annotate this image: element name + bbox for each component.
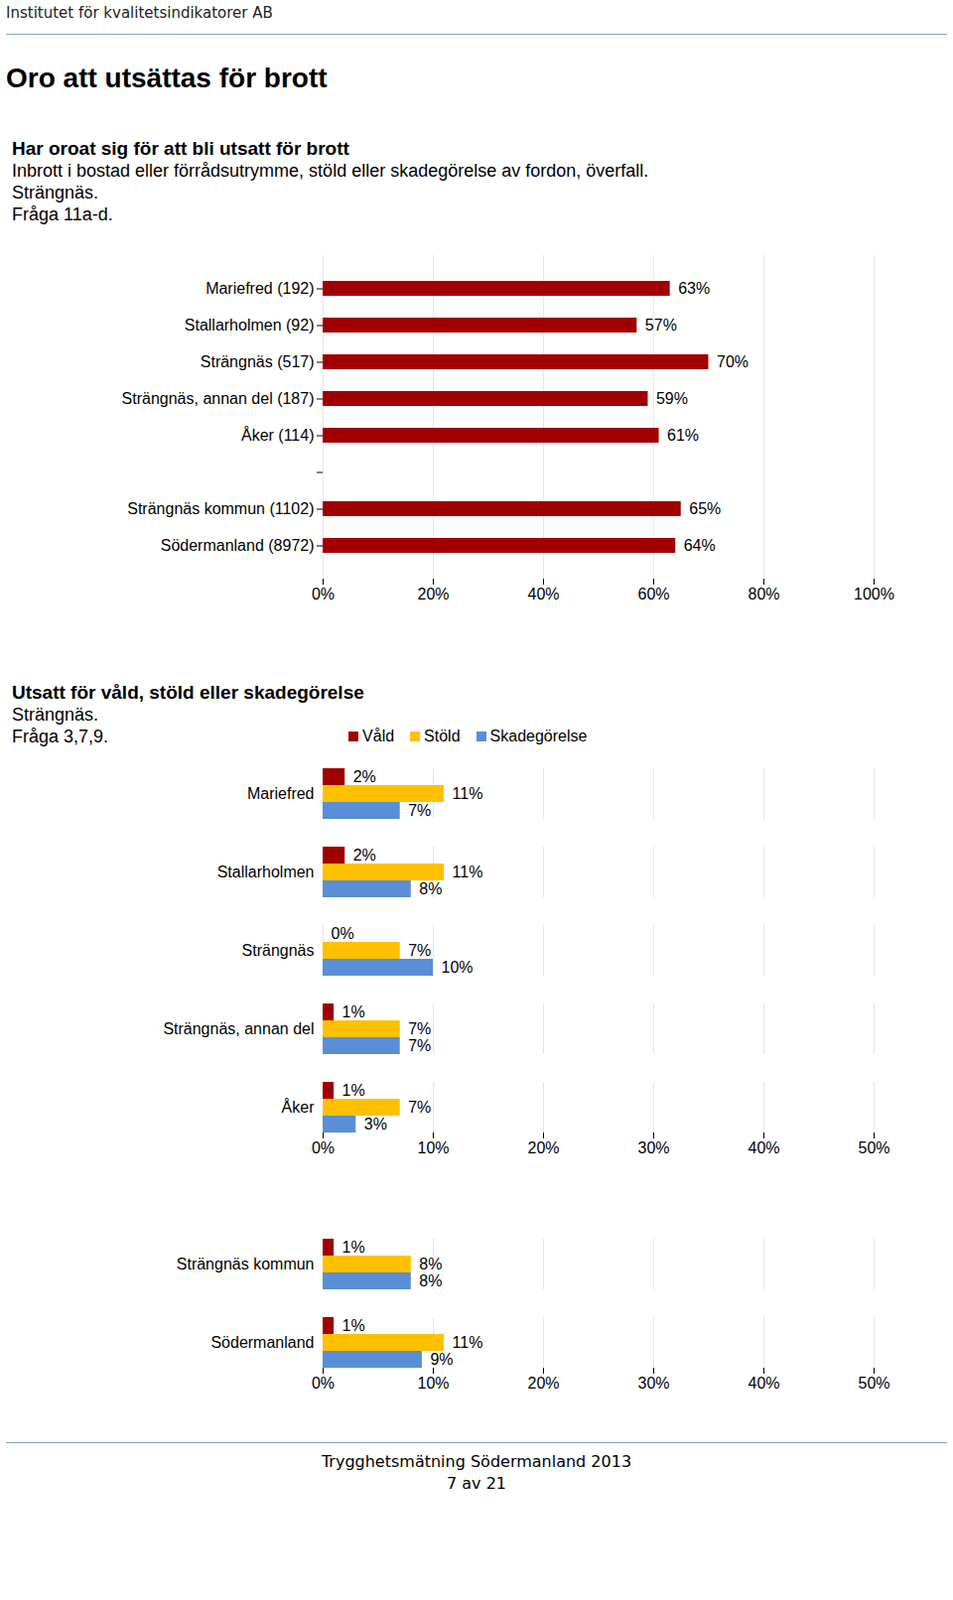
html-text:Fråga 3,7,9.: Fråga 3,7,9.	[11, 726, 109, 747]
html-text:Inbrott i bostad eller förråds: Inbrott i bostad eller förrådsutrymme, s…	[11, 160, 649, 181]
svg-text:7%: 7%	[408, 1037, 431, 1055]
svg-text:0%: 0%	[311, 585, 335, 603]
svg-text:20%: 20%	[527, 1139, 559, 1157]
svg-text:70%: 70%	[716, 353, 749, 371]
svg-text:8%: 8%	[418, 880, 442, 898]
svg-text:Strängnäs (517): Strängnäs (517)	[200, 353, 315, 371]
svg-text:40%: 40%	[747, 1139, 780, 1157]
html-text:Strängnäs.: Strängnäs.	[11, 704, 99, 725]
svg-text:Stallarholmen (92): Stallarholmen (92)	[184, 316, 315, 334]
svg-text:Strängnäs: Strängnäs	[242, 942, 315, 959]
svg-text:2%: 2%	[353, 846, 377, 864]
svg-text:1%: 1%	[342, 1003, 366, 1021]
svg-text:Södermanland: Södermanland	[210, 1334, 314, 1352]
svg-text:2%: 2%	[353, 768, 377, 786]
svg-text:Strängnäs, annan del (187): Strängnäs, annan del (187)	[122, 390, 315, 408]
svg-text:9%: 9%	[429, 1351, 453, 1368]
svg-text:20%: 20%	[416, 585, 449, 603]
svg-text:30%: 30%	[637, 1139, 670, 1157]
html-text:7 av 21: 7 av 21	[446, 1474, 507, 1494]
svg-text:80%: 80%	[747, 585, 780, 603]
svg-text:Stallarholmen: Stallarholmen	[217, 863, 315, 881]
svg-text:0%: 0%	[331, 925, 355, 943]
svg-text:60%: 60%	[637, 585, 670, 603]
svg-text:Mariefred (192): Mariefred (192)	[205, 279, 314, 297]
svg-text:0%: 0%	[311, 1374, 335, 1392]
svg-text:1%: 1%	[342, 1238, 366, 1256]
svg-text:7%: 7%	[408, 942, 431, 959]
svg-text:7%: 7%	[408, 1020, 431, 1038]
svg-text:8%: 8%	[418, 1255, 442, 1273]
html-text:Stöld: Stöld	[423, 727, 461, 745]
svg-text:1%: 1%	[342, 1317, 366, 1335]
svg-text:Strängnäs kommun (1102): Strängnäs kommun (1102)	[127, 500, 314, 518]
svg-text:0%: 0%	[311, 1139, 335, 1157]
svg-text:63%: 63%	[678, 279, 710, 297]
svg-text:Mariefred: Mariefred	[247, 785, 315, 803]
svg-text:Södermanland (8972): Södermanland (8972)	[160, 537, 315, 554]
svg-text:Strängnäs, annan del: Strängnäs, annan del	[162, 1020, 314, 1038]
svg-text:40%: 40%	[747, 1374, 780, 1392]
svg-text:1%: 1%	[342, 1082, 366, 1099]
svg-text:11%: 11%	[452, 863, 484, 881]
svg-text:Åker (114): Åker (114)	[241, 425, 315, 444]
svg-text:10%: 10%	[416, 1374, 449, 1392]
html-text:Fråga 11a-d.: Fråga 11a-d.	[11, 204, 113, 225]
svg-text:50%: 50%	[857, 1139, 890, 1157]
svg-text:61%: 61%	[667, 426, 699, 444]
svg-text:11%: 11%	[452, 1334, 484, 1352]
html-text:Våld: Våld	[362, 727, 395, 745]
svg-text:40%: 40%	[527, 585, 559, 603]
svg-text:64%: 64%	[683, 537, 716, 554]
svg-text:10%: 10%	[441, 958, 474, 976]
svg-text:65%: 65%	[688, 500, 721, 518]
svg-text:3%: 3%	[364, 1115, 388, 1133]
svg-text:7%: 7%	[408, 1098, 431, 1116]
html-text:Utsatt för våld, stöld eller s: Utsatt för våld, stöld eller skadegörels…	[11, 681, 365, 703]
svg-text:11%: 11%	[452, 785, 484, 803]
svg-text:59%: 59%	[656, 390, 688, 408]
svg-text:7%: 7%	[408, 802, 431, 819]
html-text:Har oroat sig för att bli utsa: Har oroat sig för att bli utsatt för bro…	[11, 137, 350, 159]
svg-text:30%: 30%	[637, 1374, 670, 1392]
svg-text:8%: 8%	[418, 1272, 442, 1290]
html-text:Oro att utsättas för brott: Oro att utsättas för brott	[5, 62, 328, 94]
html-text:Institutet för kvalitetsindika: Institutet för kvalitetsindikatorer AB	[5, 3, 273, 22]
html-text:Skadegörelse: Skadegörelse	[490, 727, 588, 745]
svg-text:10%: 10%	[416, 1139, 449, 1157]
html-text:Strängnäs.: Strängnäs.	[11, 182, 99, 203]
svg-text:Åker: Åker	[281, 1097, 316, 1116]
html-text:Trygghetsmätning Södermanland: Trygghetsmätning Södermanland 2013	[321, 1452, 632, 1472]
svg-text:20%: 20%	[527, 1374, 559, 1392]
svg-text:50%: 50%	[857, 1374, 890, 1392]
svg-text:57%: 57%	[645, 316, 678, 334]
svg-text:100%: 100%	[853, 585, 895, 603]
svg-text:Strängnäs kommun: Strängnäs kommun	[176, 1255, 315, 1273]
